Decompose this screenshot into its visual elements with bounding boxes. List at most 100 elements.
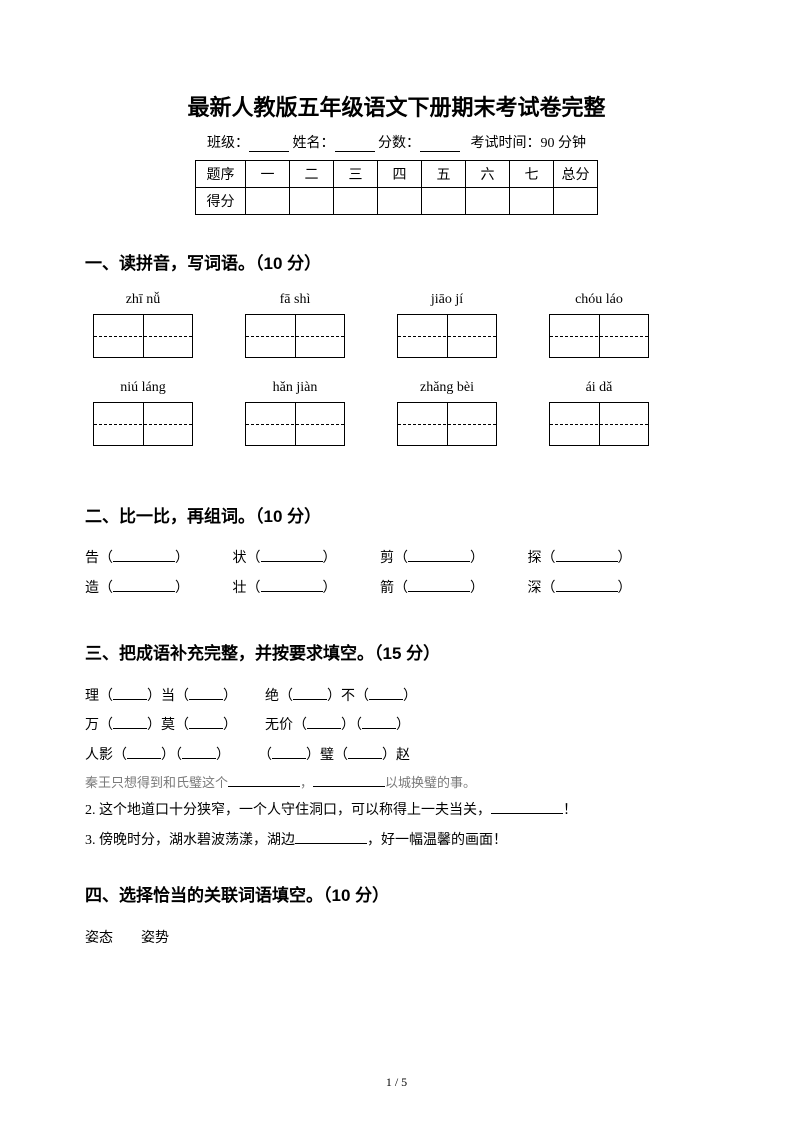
- q3-text: ）（: [341, 718, 362, 733]
- q3-text: 3. 傍晚时分，湖水碧波荡漾，湖边: [85, 833, 295, 848]
- q2-char: 造: [85, 581, 99, 596]
- answer-box[interactable]: [397, 314, 497, 358]
- q2-heading: 二、比一比，再组词。（10 分）: [85, 502, 708, 527]
- page-number: 1 / 5: [0, 1075, 793, 1090]
- fill-blank[interactable]: [261, 578, 323, 592]
- fill-blank[interactable]: [293, 686, 327, 700]
- fill-blank[interactable]: [189, 686, 223, 700]
- q3-text: ，好一幅温馨的画面！: [367, 833, 507, 848]
- answer-box[interactable]: [245, 402, 345, 446]
- q3-text: ）当（: [147, 689, 189, 704]
- fill-blank[interactable]: [113, 686, 147, 700]
- answer-box[interactable]: [245, 314, 345, 358]
- q3-text: ）莫（: [147, 718, 189, 733]
- fill-blank[interactable]: [228, 773, 300, 787]
- fill-blank[interactable]: [127, 745, 161, 759]
- pinyin-label: zhī nǚ: [93, 292, 193, 308]
- col-header: 总分: [554, 161, 598, 188]
- answer-box[interactable]: [549, 314, 649, 358]
- fill-blank[interactable]: [491, 800, 563, 814]
- q2-char: 剪: [380, 551, 394, 566]
- pinyin-label: ái dǎ: [549, 380, 649, 396]
- table-row: 题序 一 二 三 四 五 六 七 总分: [196, 161, 598, 188]
- name-blank[interactable]: [335, 138, 375, 152]
- q2-row: 告（） 状（） 剪（） 探（）: [85, 545, 708, 573]
- answer-boxes-row: [85, 402, 708, 446]
- score-table: 题序 一 二 三 四 五 六 七 总分 得分: [195, 160, 598, 215]
- q4-heading: 四、选择恰当的关联词语填空。（10 分）: [85, 881, 708, 906]
- fill-blank[interactable]: [556, 548, 618, 562]
- fill-blank[interactable]: [113, 548, 175, 562]
- q2-char: 告: [85, 551, 99, 566]
- q2-char: 探: [528, 551, 542, 566]
- q3-text: ）: [403, 689, 417, 704]
- q3-text: 人影（: [85, 748, 127, 763]
- fill-blank[interactable]: [408, 548, 470, 562]
- q3-text: （: [258, 748, 272, 763]
- q3-text: ）（: [161, 748, 182, 763]
- col-header: 五: [422, 161, 466, 188]
- q2-char: 箭: [380, 581, 394, 596]
- fill-blank[interactable]: [272, 745, 306, 759]
- fill-blank[interactable]: [113, 578, 175, 592]
- score-cell[interactable]: [510, 188, 554, 215]
- score-cell[interactable]: [378, 188, 422, 215]
- score-cell[interactable]: [554, 188, 598, 215]
- col-header: 六: [466, 161, 510, 188]
- answer-box[interactable]: [397, 402, 497, 446]
- q3-text: ）璧（: [306, 748, 348, 763]
- fill-blank[interactable]: [362, 715, 396, 729]
- fill-blank[interactable]: [369, 686, 403, 700]
- fill-blank[interactable]: [295, 830, 367, 844]
- fill-blank[interactable]: [182, 745, 216, 759]
- q3-line: 3. 傍晚时分，湖水碧波荡漾，湖边 ，好一幅温馨的画面！: [85, 826, 708, 855]
- col-header: 三: [334, 161, 378, 188]
- answer-box[interactable]: [93, 402, 193, 446]
- q3-line: 理（）当（） 绝（）不（）: [85, 682, 708, 711]
- q3-text: ）: [216, 748, 230, 763]
- q3-text: 理（: [85, 689, 113, 704]
- score-cell[interactable]: [334, 188, 378, 215]
- fill-blank[interactable]: [261, 548, 323, 562]
- score-cell[interactable]: [422, 188, 466, 215]
- score-blank[interactable]: [420, 138, 460, 152]
- answer-box[interactable]: [93, 314, 193, 358]
- time-label: 考试时间：90 分钟: [471, 136, 587, 151]
- page-title: 最新人教版五年级语文下册期末考试卷完整: [85, 90, 708, 122]
- q3-line: 2. 这个地道口十分狭窄，一个人守住洞口，可以称得上一夫当关，！: [85, 796, 708, 825]
- col-header: 四: [378, 161, 422, 188]
- score-cell[interactable]: [290, 188, 334, 215]
- q3-text: ）: [223, 689, 237, 704]
- q2-char: 状: [233, 551, 247, 566]
- q2-char: 壮: [233, 581, 247, 596]
- score-label: 分数：: [378, 136, 420, 151]
- q3-note-text: 以城换璧的事。: [385, 775, 476, 790]
- fill-blank[interactable]: [408, 578, 470, 592]
- q3-note-text: ，: [300, 775, 313, 790]
- score-cell[interactable]: [246, 188, 290, 215]
- q2-char: 深: [528, 581, 542, 596]
- pinyin-label: jiāo jí: [397, 292, 497, 308]
- score-cell[interactable]: [466, 188, 510, 215]
- q4-words: 姿态 姿势: [85, 924, 708, 953]
- fill-blank[interactable]: [348, 745, 382, 759]
- fill-blank[interactable]: [307, 715, 341, 729]
- pinyin-label: fā shì: [245, 292, 345, 308]
- pinyin-label: chóu láo: [549, 292, 649, 308]
- fill-blank[interactable]: [113, 715, 147, 729]
- fill-blank[interactable]: [313, 773, 385, 787]
- table-row: 得分: [196, 188, 598, 215]
- fill-blank[interactable]: [189, 715, 223, 729]
- q3-line: 万（）莫（） 无价（）（）: [85, 711, 708, 740]
- q3-note-text: 秦王只想得到和氏璧这个: [85, 775, 228, 790]
- answer-box[interactable]: [549, 402, 649, 446]
- q2-row: 造（） 壮（） 箭（） 深（）: [85, 575, 708, 603]
- row-label: 题序: [196, 161, 246, 188]
- q3-text: 2. 这个地道口十分狭窄，一个人守住洞口，可以称得上一夫当关，: [85, 803, 491, 818]
- class-blank[interactable]: [249, 138, 289, 152]
- q3-text: 无价（: [265, 718, 307, 733]
- fill-blank[interactable]: [556, 578, 618, 592]
- answer-boxes-row: [85, 314, 708, 358]
- q3-heading: 三、把成语补充完整，并按要求填空。（15 分）: [85, 639, 708, 664]
- q3-text: ）: [396, 718, 410, 733]
